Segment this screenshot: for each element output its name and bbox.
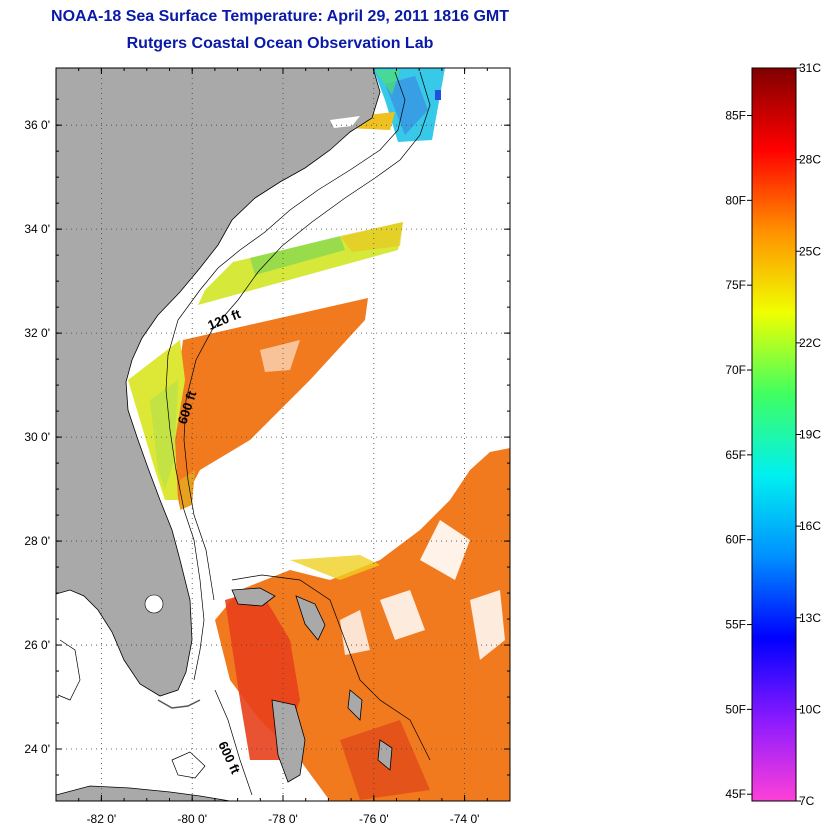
lat-tick-label: 34 0' xyxy=(24,222,50,236)
colorbar-label-c: 22C xyxy=(799,336,821,350)
axis-tick-labels: 24 0' 26 0' 28 0' 30 0' 32 0' 34 0' 36 0' -82 0… xyxy=(24,118,479,826)
lat-tick-label: 32 0' xyxy=(24,326,50,340)
us-southeast-coast xyxy=(56,68,381,697)
colorbar-label-f: 75F xyxy=(725,278,746,292)
bathymetry-contours xyxy=(57,71,431,796)
colorbar-label-f: 85F xyxy=(725,109,746,123)
abaco-island xyxy=(295,595,326,641)
lat-tick-label: 28 0' xyxy=(24,534,50,548)
colorbar-label-f: 55F xyxy=(725,618,746,632)
sst-swath-gulfstream xyxy=(172,298,368,508)
colorbar-label-c: 10C xyxy=(799,702,821,716)
lat-tick-label: 24 0' xyxy=(24,742,50,756)
colorbar-label-c: 7C xyxy=(799,794,815,808)
colorbar-label-c: 13C xyxy=(799,611,821,625)
lon-tick-label: -76 0' xyxy=(359,812,389,826)
colorbar xyxy=(751,67,797,802)
colorbar-label-f: 80F xyxy=(725,193,746,207)
map-grid xyxy=(56,68,510,801)
lat-tick-label: 26 0' xyxy=(24,638,50,652)
map-plot-area: 120 ft 600 ft 600 ft xyxy=(56,68,510,801)
colorbar-label-c: 16C xyxy=(799,519,821,533)
land-layer xyxy=(56,68,393,801)
lon-tick-label: -82 0' xyxy=(87,812,117,826)
lat-tick-label: 36 0' xyxy=(24,118,50,132)
lon-tick-label: -78 0' xyxy=(268,812,298,826)
colorbar-labels: 31C 28C 25C 22C 19C 16C 13C 10C 7C 85F 80F 75F 70F 65… xyxy=(725,61,821,808)
colorbar-label-c: 19C xyxy=(799,428,821,442)
lake-okeechobee xyxy=(144,594,164,614)
colorbar-label-c: 28C xyxy=(799,153,821,167)
colorbar-label-f: 70F xyxy=(725,363,746,377)
colorbar-label-c: 25C xyxy=(799,244,821,258)
axis-ticks xyxy=(56,68,510,801)
andros-island xyxy=(271,699,306,783)
cuba xyxy=(56,785,231,801)
colorbar-label-f: 50F xyxy=(725,702,746,716)
colorbar-label-f: 65F xyxy=(725,448,746,462)
map-subtitle: Rutgers Coastal Ocean Observation Lab xyxy=(126,35,434,52)
colorbar-label-c: 31C xyxy=(799,61,821,75)
colorbar-label-f: 60F xyxy=(725,533,746,547)
colorbar-label-f: 45F xyxy=(725,787,746,801)
map-title: NOAA-18 Sea Surface Temperature: April 2… xyxy=(51,8,509,25)
lon-tick-label: -74 0' xyxy=(450,812,480,826)
lon-tick-label: -80 0' xyxy=(177,812,207,826)
lat-tick-label: 30 0' xyxy=(24,430,50,444)
grand-bahama xyxy=(231,587,276,607)
